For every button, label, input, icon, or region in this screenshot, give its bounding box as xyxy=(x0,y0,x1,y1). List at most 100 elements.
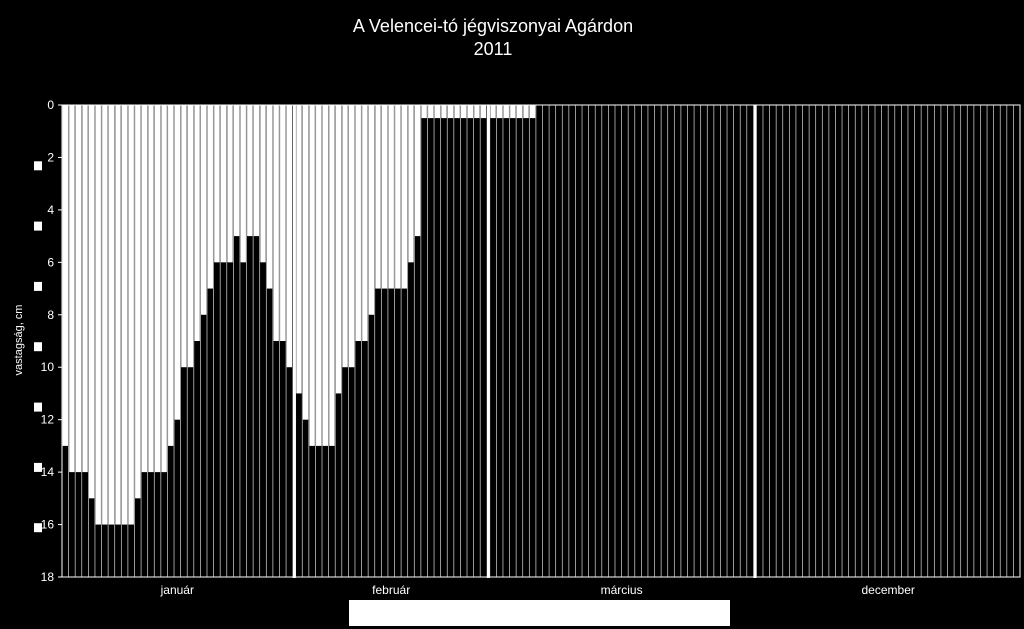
ice-bar xyxy=(82,105,88,473)
ice-bar xyxy=(335,105,342,394)
y-axis-label: vastagság, cm xyxy=(13,305,25,376)
ice-bar xyxy=(302,105,309,420)
ice-bar xyxy=(273,105,279,341)
ice-bar xyxy=(194,105,200,341)
ice-bar xyxy=(233,105,240,237)
ice-bar xyxy=(523,105,529,119)
ice-bar xyxy=(454,105,460,119)
y-tick-label: 0 xyxy=(47,98,54,112)
ice-bar xyxy=(240,105,246,263)
ice-bar xyxy=(362,105,368,341)
ice-bar xyxy=(342,105,348,368)
ice-bar xyxy=(280,105,286,341)
ice-bar xyxy=(474,105,480,119)
y-tick-label: 16 xyxy=(41,518,55,532)
ice-bar xyxy=(421,105,427,119)
ice-bar xyxy=(529,105,536,119)
ice-bar xyxy=(401,105,408,289)
x-axis-month-labels: január február március december xyxy=(160,583,915,597)
left-marker xyxy=(34,342,42,352)
ice-bar xyxy=(214,105,220,263)
y-tick-label: 4 xyxy=(47,203,54,217)
ice-bar xyxy=(368,105,375,315)
month-separator xyxy=(292,105,296,578)
ice-bar xyxy=(441,105,447,119)
month-separator xyxy=(486,105,490,578)
left-marker xyxy=(34,161,42,171)
chart-title: A Velencei-tó jégviszonyai Agárdon xyxy=(353,16,633,36)
chart-subtitle: 2011 xyxy=(474,39,513,59)
month-label: december xyxy=(862,583,915,597)
ice-bar xyxy=(102,105,108,525)
ice-bar xyxy=(503,105,509,119)
ice-bar xyxy=(220,105,227,263)
ice-bar xyxy=(187,105,194,368)
ice-bar xyxy=(447,105,454,119)
left-marker xyxy=(34,281,42,291)
ice-bar xyxy=(135,105,141,499)
left-marker xyxy=(34,462,42,472)
ice-bar xyxy=(480,105,487,119)
ice-bar xyxy=(174,105,181,420)
ice-bar xyxy=(88,105,95,499)
y-tick-label: 18 xyxy=(41,570,55,584)
ice-bar xyxy=(260,105,266,263)
ice-bar xyxy=(375,105,381,289)
ice-bar xyxy=(348,105,355,368)
ice-bar xyxy=(490,105,496,119)
ice-bar xyxy=(227,105,233,263)
ice-bar xyxy=(329,105,335,446)
ice-bar xyxy=(181,105,187,368)
ice-bar xyxy=(395,105,401,289)
y-tick-label: 2 xyxy=(47,150,54,164)
left-marker xyxy=(34,523,42,533)
y-tick-label: 14 xyxy=(41,465,55,479)
ice-bar xyxy=(322,105,329,446)
y-tick-label: 12 xyxy=(41,413,55,427)
ice-bar xyxy=(148,105,154,473)
plot-area xyxy=(61,104,1021,578)
ice-bar xyxy=(266,105,273,289)
ice-bar xyxy=(461,105,467,119)
ice-bar xyxy=(201,105,207,315)
ice-bar xyxy=(496,105,503,119)
legend-box xyxy=(349,600,730,626)
left-marker xyxy=(34,402,42,412)
ice-bar xyxy=(434,105,441,119)
ice-bar xyxy=(168,105,174,446)
ice-bar xyxy=(253,105,260,237)
ice-bar xyxy=(316,105,322,446)
ice-bar xyxy=(355,105,361,341)
ice-bar xyxy=(121,105,128,525)
ice-bar xyxy=(62,105,68,446)
ice-bar xyxy=(309,105,315,446)
ice-bar xyxy=(414,105,421,237)
ice-bar xyxy=(388,105,394,289)
ice-bar xyxy=(69,105,75,473)
month-label: március xyxy=(601,583,643,597)
ice-bar xyxy=(207,105,213,289)
y-tick-label: 8 xyxy=(47,308,54,322)
left-marker xyxy=(34,221,42,231)
month-label: január xyxy=(160,583,194,597)
left-markers xyxy=(34,161,42,533)
ice-bar xyxy=(408,105,414,263)
y-axis-ticks: 0 2 4 6 8 10 12 14 16 18 xyxy=(41,98,62,584)
ice-bar xyxy=(381,105,388,289)
ice-bar xyxy=(510,105,516,119)
ice-bar xyxy=(95,105,101,525)
ice-bar xyxy=(296,105,302,394)
ice-bar xyxy=(428,105,434,119)
ice-bar xyxy=(286,105,293,368)
ice-bar xyxy=(516,105,523,119)
ice-bar xyxy=(115,105,121,525)
ice-bar xyxy=(154,105,161,473)
ice-bar xyxy=(75,105,82,473)
month-label: február xyxy=(372,583,410,597)
ice-bar xyxy=(247,105,253,237)
y-tick-label: 6 xyxy=(47,255,54,269)
ice-bar xyxy=(108,105,115,525)
month-separator xyxy=(753,105,757,578)
ice-bar xyxy=(141,105,148,473)
